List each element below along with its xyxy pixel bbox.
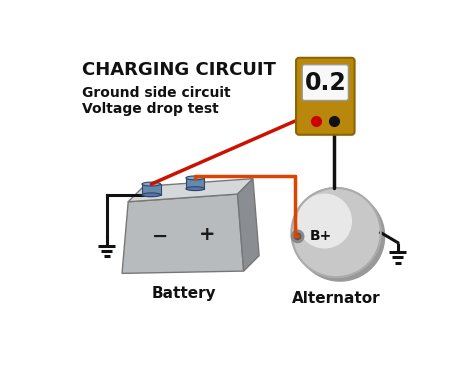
Text: Battery: Battery: [151, 287, 216, 302]
Text: +: +: [199, 225, 215, 244]
Text: Voltage drop test: Voltage drop test: [82, 102, 219, 116]
FancyBboxPatch shape: [302, 65, 348, 101]
Text: Alternator: Alternator: [292, 291, 381, 306]
Ellipse shape: [142, 193, 161, 197]
FancyBboxPatch shape: [296, 58, 355, 135]
Circle shape: [292, 230, 304, 243]
Circle shape: [298, 194, 351, 248]
Text: 0.2: 0.2: [304, 71, 346, 94]
Polygon shape: [237, 179, 259, 271]
Polygon shape: [122, 194, 244, 273]
Polygon shape: [128, 179, 253, 202]
FancyBboxPatch shape: [142, 184, 161, 195]
Ellipse shape: [186, 187, 204, 191]
Ellipse shape: [142, 182, 161, 186]
Text: Ground side circuit: Ground side circuit: [82, 86, 231, 100]
Circle shape: [292, 188, 381, 277]
Text: B+: B+: [310, 229, 332, 243]
Ellipse shape: [186, 176, 204, 180]
Circle shape: [294, 234, 301, 239]
FancyBboxPatch shape: [186, 178, 204, 189]
Text: CHARGING CIRCUIT: CHARGING CIRCUIT: [82, 61, 276, 79]
Circle shape: [295, 192, 384, 281]
Text: −: −: [152, 227, 169, 246]
